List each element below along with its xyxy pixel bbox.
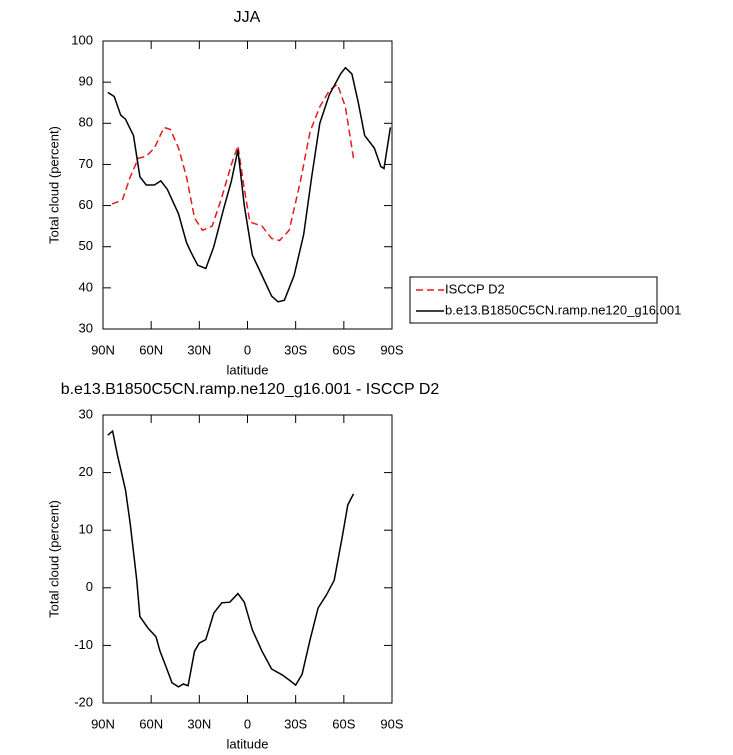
x-tick-label: 60N xyxy=(139,716,163,731)
y-tick-label: 20 xyxy=(79,464,93,479)
y-tick-label: 0 xyxy=(86,579,93,594)
x-tick-label: 30N xyxy=(187,716,211,731)
plot-frame xyxy=(102,40,393,330)
x-tick-label: 30N xyxy=(187,342,211,357)
y-tick-label: 100 xyxy=(71,32,93,47)
y-tick-label: 30 xyxy=(79,406,93,421)
x-tick-label: 90S xyxy=(380,716,403,731)
x-axis-label: latitude xyxy=(227,736,269,751)
x-tick-label: 30S xyxy=(284,342,307,357)
y-tick-label: 30 xyxy=(79,320,93,335)
y-tick-label: 80 xyxy=(79,115,93,130)
y-tick-label: -20 xyxy=(74,694,93,709)
legend-box xyxy=(409,276,658,324)
x-tick-label: 90N xyxy=(91,716,115,731)
data-line xyxy=(107,66,392,303)
x-tick-label: 0 xyxy=(244,716,251,731)
plot-frame xyxy=(102,414,393,704)
legend-label: b.e13.B1850C5CN.ramp.ne120_g16.001 xyxy=(445,302,681,317)
y-tick-label: 40 xyxy=(79,279,93,294)
y-axis-label: Total cloud (percent) xyxy=(46,126,61,244)
x-tick-label: 60S xyxy=(332,342,355,357)
x-tick-label: 60N xyxy=(139,342,163,357)
y-axis-label: Total cloud (percent) xyxy=(46,500,61,618)
data-line xyxy=(111,82,355,242)
chart-title: JJA xyxy=(234,9,261,26)
x-tick-label: 60S xyxy=(332,716,355,731)
y-tick-label: 70 xyxy=(79,156,93,171)
y-tick-label: -10 xyxy=(74,637,93,652)
chart-title: b.e13.B1850C5CN.ramp.ne120_g16.001 - ISC… xyxy=(61,381,440,398)
x-tick-label: 30S xyxy=(284,716,307,731)
x-tick-label: 90S xyxy=(380,342,403,357)
x-axis-label: latitude xyxy=(227,362,269,377)
y-tick-label: 10 xyxy=(79,522,93,537)
x-tick-label: 90N xyxy=(91,342,115,357)
y-tick-label: 50 xyxy=(79,238,93,253)
x-tick-label: 0 xyxy=(244,342,251,357)
y-tick-label: 90 xyxy=(79,74,93,89)
data-line xyxy=(107,429,355,688)
legend-label: ISCCP D2 xyxy=(445,281,505,296)
y-tick-label: 60 xyxy=(79,197,93,212)
